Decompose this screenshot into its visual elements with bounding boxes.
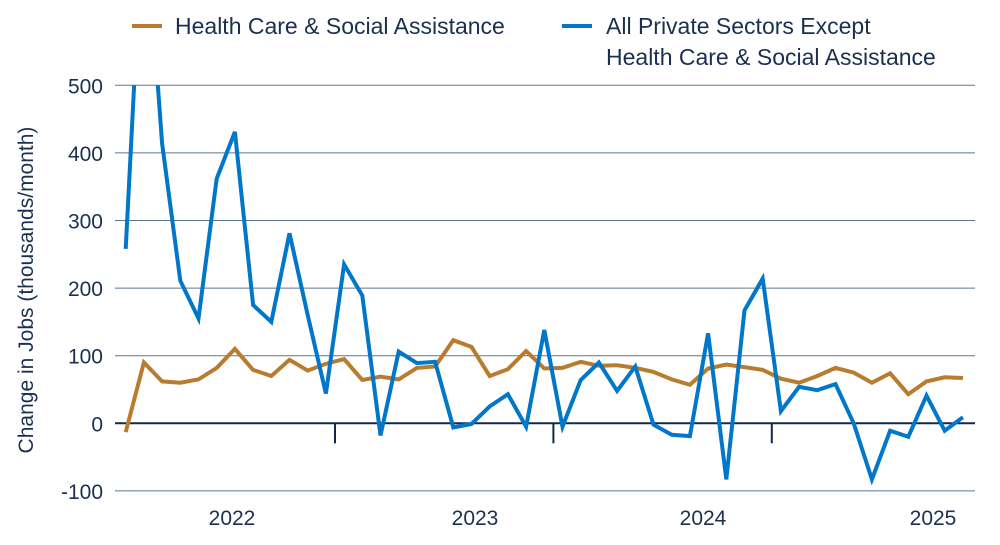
y-tick-label: 500	[68, 75, 103, 98]
y-tick-label: 200	[68, 278, 103, 301]
x-tick-labels: 2022 2023 2024 2025	[209, 507, 957, 530]
y-tick-label: 400	[68, 143, 103, 166]
y-tick-label: -100	[61, 481, 103, 504]
legend-label-private-sectors-line1: All Private Sectors Except	[606, 13, 871, 39]
legend-label-health-care: Health Care & Social Assistance	[175, 13, 505, 39]
x-tick-label: 2023	[452, 507, 499, 530]
x-tick-label: 2024	[680, 507, 727, 530]
y-tick-label: 100	[68, 346, 103, 369]
series-line-health-care	[123, 337, 963, 433]
gridlines	[115, 84, 975, 492]
legend: Health Care & Social Assistance All Priv…	[132, 13, 936, 70]
series-line-private-sectors	[123, 85, 965, 486]
x-tick-label: 2022	[209, 507, 256, 530]
legend-label-private-sectors-line2: Health Care & Social Assistance	[606, 44, 936, 70]
series-lines	[123, 85, 965, 486]
x-tick-label: 2025	[910, 507, 957, 530]
y-tick-labels: -100 0 100 200 300 400 500	[61, 75, 103, 504]
y-tick-label: 300	[68, 211, 103, 234]
y-axis-label: Change in Jobs (thousands/month)	[15, 127, 38, 454]
y-tick-label: 0	[91, 413, 103, 436]
